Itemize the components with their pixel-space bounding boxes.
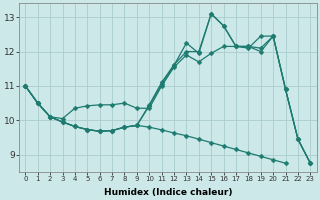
X-axis label: Humidex (Indice chaleur): Humidex (Indice chaleur) — [104, 188, 232, 197]
